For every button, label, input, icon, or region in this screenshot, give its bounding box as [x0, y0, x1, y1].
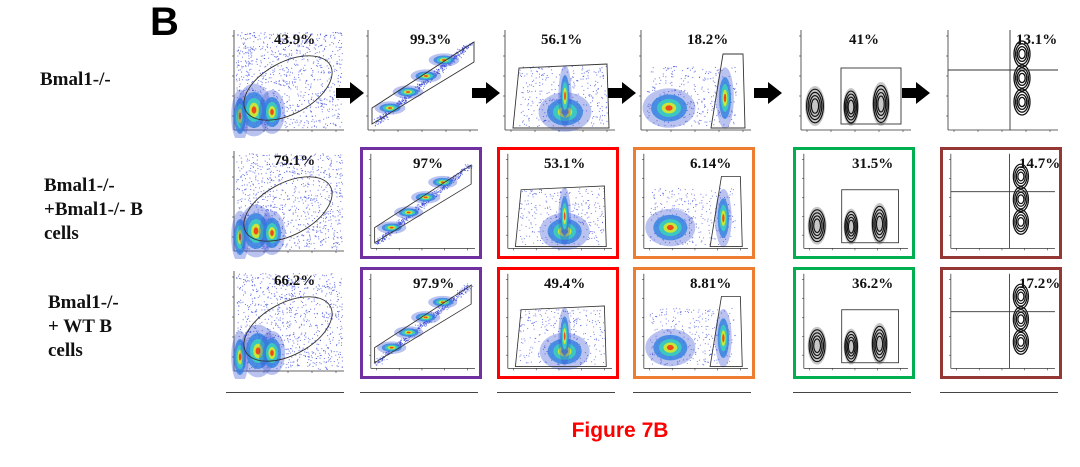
arrow-right-icon — [336, 82, 364, 104]
panel-letter: B — [150, 0, 179, 44]
flow-plot-graphic — [366, 30, 478, 132]
flow-plot-panel: 13.1% — [940, 26, 1062, 138]
row-label-line: + WT B — [48, 316, 112, 337]
panel-baseline — [360, 392, 478, 393]
gate-percentage: 18.2% — [687, 32, 729, 48]
flow-plot-panel: 53.1% — [497, 147, 619, 259]
gate-percentage: 97% — [413, 156, 443, 172]
flow-plot-graphic — [801, 273, 908, 371]
flow-plot-panel: 99.3% — [360, 26, 482, 138]
gate-percentage: 43.9% — [274, 32, 316, 48]
gate-percentage: 8.81% — [690, 276, 732, 292]
gate-percentage: 99.3% — [410, 32, 452, 48]
flow-plot-panel: 36.2% — [793, 267, 915, 379]
arrow-right-icon — [472, 82, 500, 104]
panel-baseline — [633, 392, 751, 393]
flow-plot-graphic — [641, 273, 748, 371]
row-label-1: Bmal1-/- — [40, 68, 111, 92]
flow-plot-graphic — [799, 30, 911, 132]
flow-plot-graphic — [948, 153, 1055, 251]
figure-caption: Figure 7B — [571, 419, 669, 442]
flow-plot-graphic — [231, 151, 344, 259]
row-label-line: +Bmal1-/- B — [44, 199, 143, 220]
row-label-line: cells — [44, 223, 79, 244]
flow-plot-graphic — [641, 153, 748, 251]
flow-plot-graphic — [503, 30, 615, 132]
row-label-line: Bmal1-/- — [44, 175, 115, 196]
flow-plot-panel: 31.5% — [793, 147, 915, 259]
flow-plot-graphic — [505, 273, 612, 371]
gate-percentage: 49.4% — [544, 276, 586, 292]
flow-plot-panel: 14.7% — [940, 147, 1062, 259]
gate-percentage: 13.1% — [1016, 32, 1058, 48]
flow-plot-panel: 17.2% — [940, 267, 1062, 379]
panel-baseline — [940, 392, 1058, 393]
gate-percentage: 79.1% — [274, 153, 316, 169]
gate-percentage: 66.2% — [274, 273, 316, 289]
row-label-line: Bmal1-/- — [48, 292, 119, 313]
panel-baseline — [793, 392, 911, 393]
flow-plot-panel: 18.2% — [633, 26, 755, 138]
flow-plot-panel: 97.9% — [360, 267, 482, 379]
flow-plot-graphic — [946, 30, 1058, 132]
flow-plot-graphic — [639, 30, 751, 132]
gate-percentage: 41% — [849, 32, 879, 48]
flow-plot-panel: 97% — [360, 147, 482, 259]
gate-percentage: 97.9% — [413, 276, 455, 292]
gate-percentage: 17.2% — [1019, 276, 1061, 292]
flow-plot-graphic — [368, 153, 475, 251]
row-label-line: cells — [48, 340, 83, 361]
arrow-right-icon — [754, 82, 782, 104]
flow-plot-graphic — [505, 153, 612, 251]
gate-percentage: 31.5% — [852, 156, 894, 172]
row-label-2: Bmal1-/- +Bmal1-/- B cells — [44, 174, 143, 246]
gate-percentage: 36.2% — [852, 276, 894, 292]
flow-plot-panel: 49.4% — [497, 267, 619, 379]
flow-plot-panel: 56.1% — [497, 26, 619, 138]
flow-plot-graphic — [948, 273, 1055, 371]
flow-plot-panel: 79.1% — [226, 147, 348, 259]
arrow-right-icon — [902, 82, 930, 104]
flow-plot-panel: 43.9% — [226, 26, 348, 138]
flow-plot-panel: 8.81% — [633, 267, 755, 379]
row-label-line: Bmal1-/- — [40, 69, 111, 90]
gate-percentage: 14.7% — [1019, 156, 1061, 172]
flow-plot-panel: 6.14% — [633, 147, 755, 259]
panel-baseline — [497, 392, 615, 393]
flow-plot-panel: 41% — [793, 26, 915, 138]
flow-plot-graphic — [368, 273, 475, 371]
flow-plot-panel: 66.2% — [226, 267, 348, 379]
flow-plot-graphic — [231, 271, 344, 379]
row-label-3: Bmal1-/- + WT B cells — [48, 291, 119, 363]
gate-percentage: 56.1% — [541, 32, 583, 48]
arrow-right-icon — [608, 82, 636, 104]
panel-baseline — [226, 392, 344, 393]
gate-percentage: 53.1% — [544, 156, 586, 172]
gate-percentage: 6.14% — [690, 156, 732, 172]
flow-plot-graphic — [231, 30, 344, 138]
flow-plot-graphic — [801, 153, 908, 251]
